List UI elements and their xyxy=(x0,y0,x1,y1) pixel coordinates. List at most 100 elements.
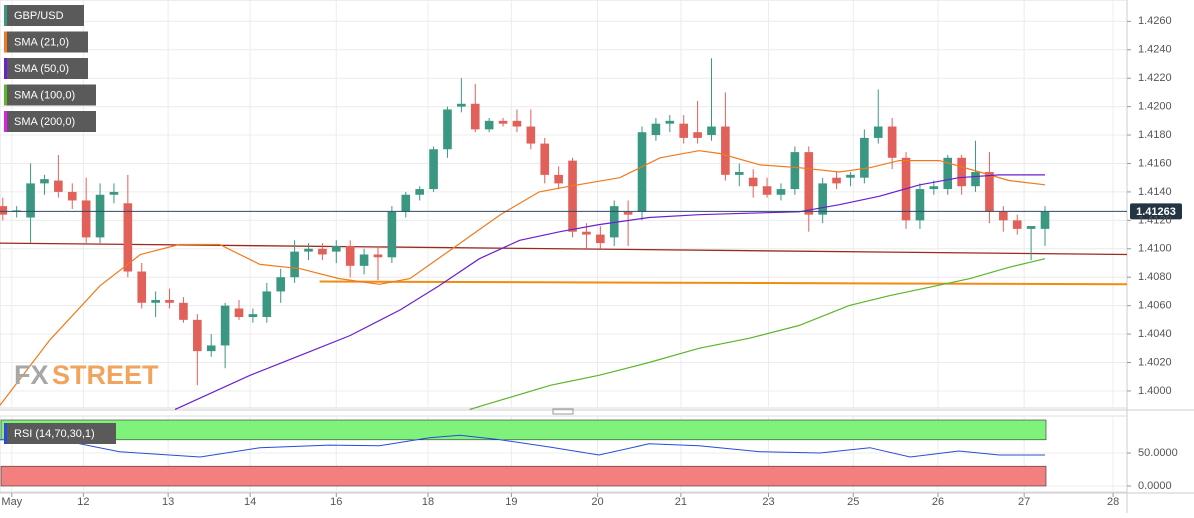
candle-body xyxy=(262,291,272,318)
oversold-band xyxy=(0,465,1047,487)
x-tick-label: May xyxy=(1,496,22,508)
candle-body xyxy=(415,189,424,195)
candle-body xyxy=(0,206,8,215)
last-price-box xyxy=(1130,203,1182,220)
sma-line xyxy=(469,258,1046,410)
legend-swatch xyxy=(4,31,7,53)
candle-body xyxy=(359,254,369,266)
marks xyxy=(0,58,1128,487)
y-tick-label: 50.0000 xyxy=(1138,447,1178,459)
candle-body xyxy=(512,120,522,127)
legend-box xyxy=(4,111,96,132)
candle-body xyxy=(220,305,230,346)
candle-body xyxy=(957,157,966,187)
last-price-label: 1.41263 xyxy=(1136,206,1176,218)
candle-body xyxy=(345,245,355,266)
candle-body xyxy=(540,143,550,175)
candle-body xyxy=(470,103,480,130)
candle-body xyxy=(790,152,800,190)
candle-body xyxy=(498,120,508,124)
x-tick-label: 16 xyxy=(330,496,342,508)
legend-label: SMA (50,0) xyxy=(14,63,69,75)
legend-box xyxy=(4,31,88,53)
candle-body xyxy=(1012,220,1022,229)
candle-body xyxy=(860,137,869,178)
overbought-band xyxy=(0,419,1047,441)
watermark: FX xyxy=(14,360,49,390)
candle-body xyxy=(832,177,841,184)
rsi-line xyxy=(0,434,1045,458)
candle-body xyxy=(929,186,939,190)
x-tick-label: 19 xyxy=(505,496,517,508)
candle-body xyxy=(151,299,160,303)
candle-body xyxy=(748,177,758,187)
candle-body xyxy=(679,123,689,138)
candle-body xyxy=(776,189,786,195)
x-tick-label: 20 xyxy=(591,496,603,508)
candle-body xyxy=(387,211,397,258)
candle-body xyxy=(721,126,730,175)
candle-body xyxy=(26,183,35,218)
resize-handle[interactable] xyxy=(552,408,574,415)
candle-body xyxy=(248,314,258,318)
legend-label: SMA (100,0) xyxy=(14,89,75,101)
y-tick-label: 1.4260 xyxy=(1138,15,1172,27)
x-tick-label: 23 xyxy=(762,496,774,508)
y-tick-label: 1.4120 xyxy=(1138,214,1172,226)
x-tick-label: 12 xyxy=(77,496,89,508)
candle-body xyxy=(999,211,1008,221)
candle-body xyxy=(304,248,313,252)
legend-swatch xyxy=(4,5,7,26)
candle-body xyxy=(443,109,452,150)
candle-body xyxy=(943,157,953,190)
candle-body xyxy=(665,120,675,124)
candle-body xyxy=(165,299,174,303)
y-tick-label: 1.4020 xyxy=(1138,356,1172,368)
candle-body xyxy=(457,103,466,107)
legend-label: SMA (200,0) xyxy=(14,116,75,128)
candle-body xyxy=(609,206,619,238)
candle-body xyxy=(484,120,494,130)
x-tick-label: 14 xyxy=(244,496,256,508)
sma-line xyxy=(174,174,1045,410)
price-panel xyxy=(0,0,1128,409)
legend-box xyxy=(4,5,84,26)
candle-body xyxy=(637,132,647,212)
candle-body xyxy=(762,186,772,195)
x-tick-label: 18 xyxy=(422,496,434,508)
candle-body xyxy=(318,248,327,255)
candle-body xyxy=(234,308,244,318)
candle-body xyxy=(693,132,702,138)
candle-body xyxy=(137,271,147,303)
x-tick-label: 25 xyxy=(847,496,859,508)
candle-body xyxy=(290,251,299,278)
candle-body xyxy=(734,172,744,175)
sma-line xyxy=(0,150,1046,406)
y-tick-label: 1.4240 xyxy=(1138,44,1172,56)
candle-body xyxy=(67,191,77,201)
candle-body xyxy=(1026,226,1036,229)
x-tick-label: 28 xyxy=(1107,496,1119,508)
legend-label: GBP/USD xyxy=(14,10,64,22)
candle-body xyxy=(429,149,438,190)
legend-swatch xyxy=(4,84,7,106)
candle-body xyxy=(179,302,188,320)
candle-body xyxy=(193,319,202,352)
x-tick-label: 13 xyxy=(162,496,174,508)
candle-body xyxy=(651,123,661,136)
candle-body xyxy=(818,183,827,215)
candle-body xyxy=(123,203,133,272)
candle-body xyxy=(971,172,980,187)
candle-body xyxy=(401,194,411,212)
candle-body xyxy=(582,231,591,235)
y-tick-label: 1.4060 xyxy=(1138,300,1172,312)
y-tick-label: 1.4180 xyxy=(1138,129,1172,141)
legend-label: SMA (21,0) xyxy=(14,36,69,48)
candle-body xyxy=(109,191,119,195)
y-tick-label: 1.4140 xyxy=(1138,186,1172,198)
candle-body xyxy=(1040,211,1050,229)
y-tick-label: 1.4000 xyxy=(1138,385,1172,397)
candle-body xyxy=(54,180,63,192)
candle-body xyxy=(206,345,216,352)
